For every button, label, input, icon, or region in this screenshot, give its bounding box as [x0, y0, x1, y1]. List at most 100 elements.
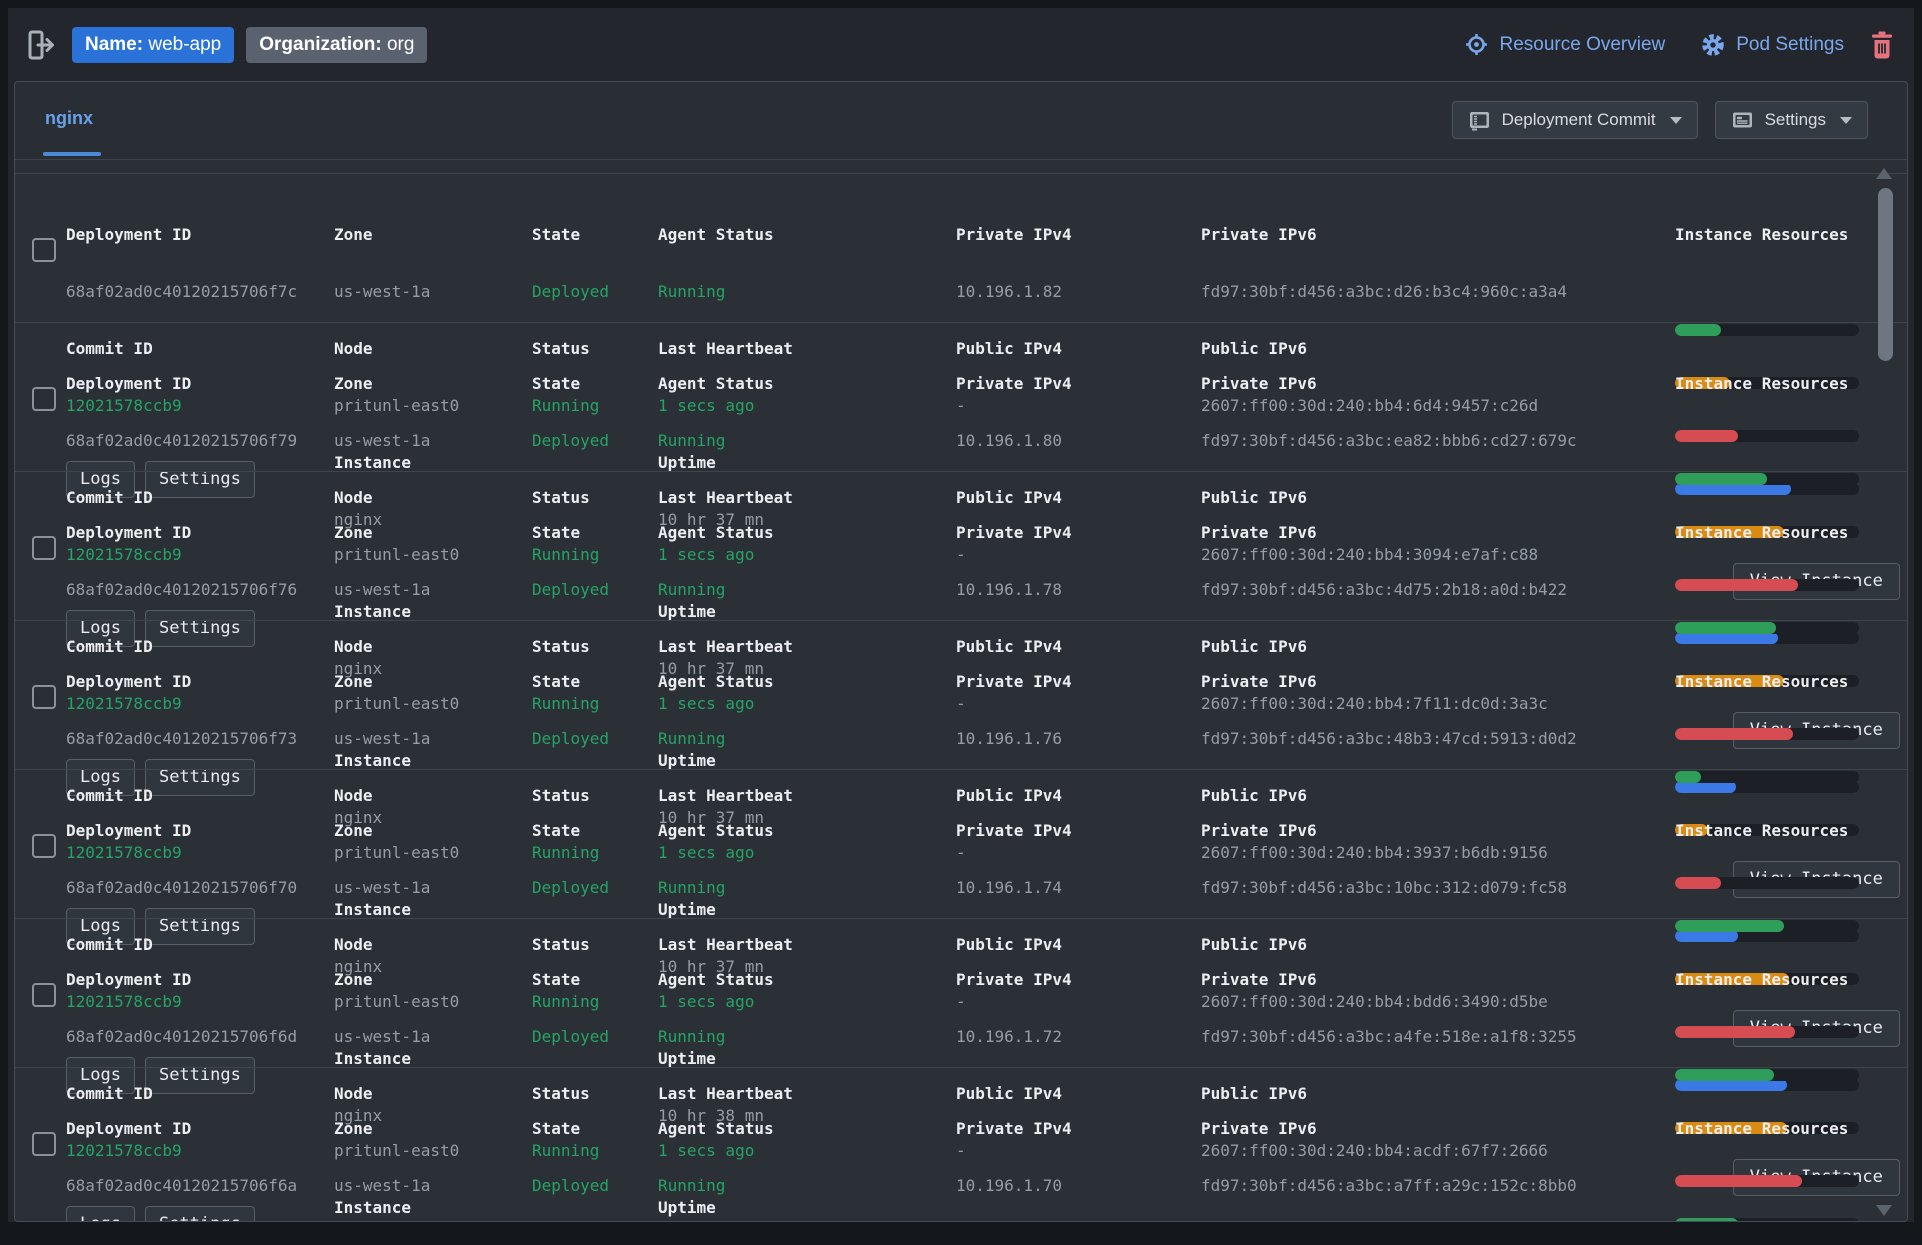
status-value: Running: [532, 843, 600, 862]
state-label: State: [532, 672, 581, 691]
uptime-label: Uptime: [658, 453, 716, 472]
unit-settings-button[interactable]: Settings: [1714, 101, 1868, 139]
deployment-id-label: Deployment ID: [66, 970, 192, 989]
private-ipv4-value: 10.196.1.70: [956, 1176, 1062, 1195]
logs-button[interactable]: Logs: [66, 461, 135, 498]
resource-bar-track: [1675, 877, 1859, 889]
uptime-label: Uptime: [658, 602, 716, 621]
last-heartbeat-value: 1 secs ago: [658, 396, 755, 415]
instance-value: nginx: [334, 1106, 383, 1125]
row-checkbox[interactable]: [32, 238, 56, 262]
deployment-id-column: Deployment ID 68af02ad0c40120215706f6d C…: [66, 932, 297, 1221]
instance-settings-button[interactable]: Settings: [144, 759, 255, 796]
state-value: Deployed: [532, 878, 610, 897]
logs-button[interactable]: Logs: [66, 759, 135, 796]
ipv4-column: Private IPv4 10.196.1.76 Public IPv4 -: [956, 634, 1072, 900]
instance-value: nginx: [334, 510, 383, 529]
deployment-id-value: 68af02ad0c40120215706f76: [66, 580, 298, 599]
uptime-label: Uptime: [658, 1198, 716, 1217]
resource-bar-fill: [1675, 1069, 1775, 1081]
node-value: pritunl-east0: [334, 396, 460, 415]
last-heartbeat-value: 1 secs ago: [658, 1141, 755, 1160]
status-value: Running: [532, 992, 600, 1011]
scrollbar-up-arrow[interactable]: [1876, 168, 1892, 179]
commit-id-value: 12021578ccb9: [66, 843, 182, 862]
tab-nginx[interactable]: nginx: [45, 108, 93, 128]
private-ipv6-value: fd97:30bf:d456:a3bc:48b3:47cd:5913:d0d2: [1201, 729, 1577, 748]
row-actions: Logs Settings: [66, 461, 297, 498]
commit-id-label: Commit ID: [66, 339, 153, 358]
row-checkbox[interactable]: [32, 387, 56, 411]
node-label: Node: [334, 935, 373, 954]
pod-settings-link[interactable]: Pod Settings: [1701, 33, 1844, 57]
resources-column: Instance Resources View Instance: [1675, 187, 1900, 619]
resource-bars: [1675, 730, 1859, 980]
logs-button[interactable]: Logs: [66, 908, 135, 945]
instance-label: Instance: [334, 751, 412, 770]
panel-header-actions: Deployment Commit Settings: [1451, 101, 1868, 139]
instance-settings-button[interactable]: Settings: [144, 461, 255, 498]
instance-resources-label: Instance Resources: [1675, 1119, 1849, 1138]
row-checkbox[interactable]: [32, 834, 56, 858]
private-ipv4-value: 10.196.1.80: [956, 431, 1062, 450]
instance-settings-button[interactable]: Settings: [144, 1206, 255, 1221]
deployment-id-value: 68af02ad0c40120215706f6a: [66, 1176, 298, 1195]
row-actions: Logs Settings: [66, 1057, 297, 1094]
row-checkbox[interactable]: [32, 1132, 56, 1156]
resource-bar-fill: [1675, 1122, 1788, 1134]
delete-pod-trash-icon[interactable]: [1870, 31, 1894, 59]
node-value: pritunl-east0: [334, 545, 460, 564]
uptime-label: Uptime: [658, 751, 716, 770]
zone-label: Zone: [334, 225, 373, 244]
resource-bar-track: [1675, 324, 1859, 336]
row-checkbox[interactable]: [32, 685, 56, 709]
public-ipv4-value: -: [956, 843, 966, 862]
node-label: Node: [334, 637, 373, 656]
logs-button[interactable]: Logs: [66, 610, 135, 647]
panel-header: nginx Deployment Commit: [15, 82, 1907, 160]
node-value: pritunl-east0: [334, 1141, 460, 1160]
status-label: Status: [532, 339, 590, 358]
logs-button[interactable]: Logs: [66, 1206, 135, 1221]
resource-bar-fill: [1675, 377, 1731, 389]
deployment-row: Deployment ID 68af02ad0c40120215706f7c C…: [15, 173, 1907, 600]
last-heartbeat-label: Last Heartbeat: [658, 1084, 793, 1103]
private-ipv6-label: Private IPv6: [1201, 1119, 1317, 1138]
private-ipv6-label: Private IPv6: [1201, 821, 1317, 840]
ipv6-column: Private IPv6 fd97:30bf:d456:a3bc:48b3:47…: [1201, 634, 1577, 900]
resource-overview-link[interactable]: Resource Overview: [1465, 33, 1665, 56]
instance-settings-button[interactable]: Settings: [144, 610, 255, 647]
state-label: State: [532, 225, 581, 244]
resource-bar-track: [1675, 728, 1859, 740]
scrollbar-down-arrow[interactable]: [1876, 1205, 1892, 1216]
zone-value: us-west-1a: [334, 1027, 431, 1046]
resource-bar-fill: [1675, 824, 1709, 836]
private-ipv6-value: fd97:30bf:d456:a3bc:a4fe:518e:a1f8:3255: [1201, 1027, 1577, 1046]
state-label: State: [532, 374, 581, 393]
public-ipv4-value: -: [956, 992, 966, 1011]
private-ipv4-label: Private IPv4: [956, 672, 1072, 691]
deployment-id-value: 68af02ad0c40120215706f6d: [66, 1027, 298, 1046]
pod-unit-panel: nginx Deployment Commit: [14, 81, 1908, 1222]
resource-bar-track: [1675, 973, 1859, 985]
ipv6-column: Private IPv6 fd97:30bf:d456:a3bc:10bc:31…: [1201, 783, 1567, 1049]
resource-bar-fill: [1675, 622, 1777, 634]
instance-settings-button[interactable]: Settings: [144, 908, 255, 945]
instance-resources-label: Instance Resources: [1675, 821, 1849, 840]
ipv6-column: Private IPv6 fd97:30bf:d456:a3bc:ea82:bb…: [1201, 336, 1577, 602]
resource-bar-fill: [1675, 324, 1721, 336]
resource-bar-fill: [1675, 483, 1791, 495]
status-value: Running: [532, 396, 600, 415]
logs-button[interactable]: Logs: [66, 1057, 135, 1094]
commit-id-value: 12021578ccb9: [66, 1141, 182, 1160]
private-ipv6-label: Private IPv6: [1201, 523, 1317, 542]
zone-label: Zone: [334, 1119, 373, 1138]
scrollbar-thumb[interactable]: [1878, 188, 1893, 361]
row-checkbox[interactable]: [32, 536, 56, 560]
private-ipv6-label: Private IPv6: [1201, 225, 1317, 244]
instance-settings-button[interactable]: Settings: [144, 1057, 255, 1094]
exit-pod-icon[interactable]: [28, 29, 55, 61]
deployment-commit-button[interactable]: Deployment Commit: [1451, 101, 1698, 139]
row-checkbox[interactable]: [32, 983, 56, 1007]
private-ipv6-value: fd97:30bf:d456:a3bc:ea82:bbb6:cd27:679c: [1201, 431, 1577, 450]
